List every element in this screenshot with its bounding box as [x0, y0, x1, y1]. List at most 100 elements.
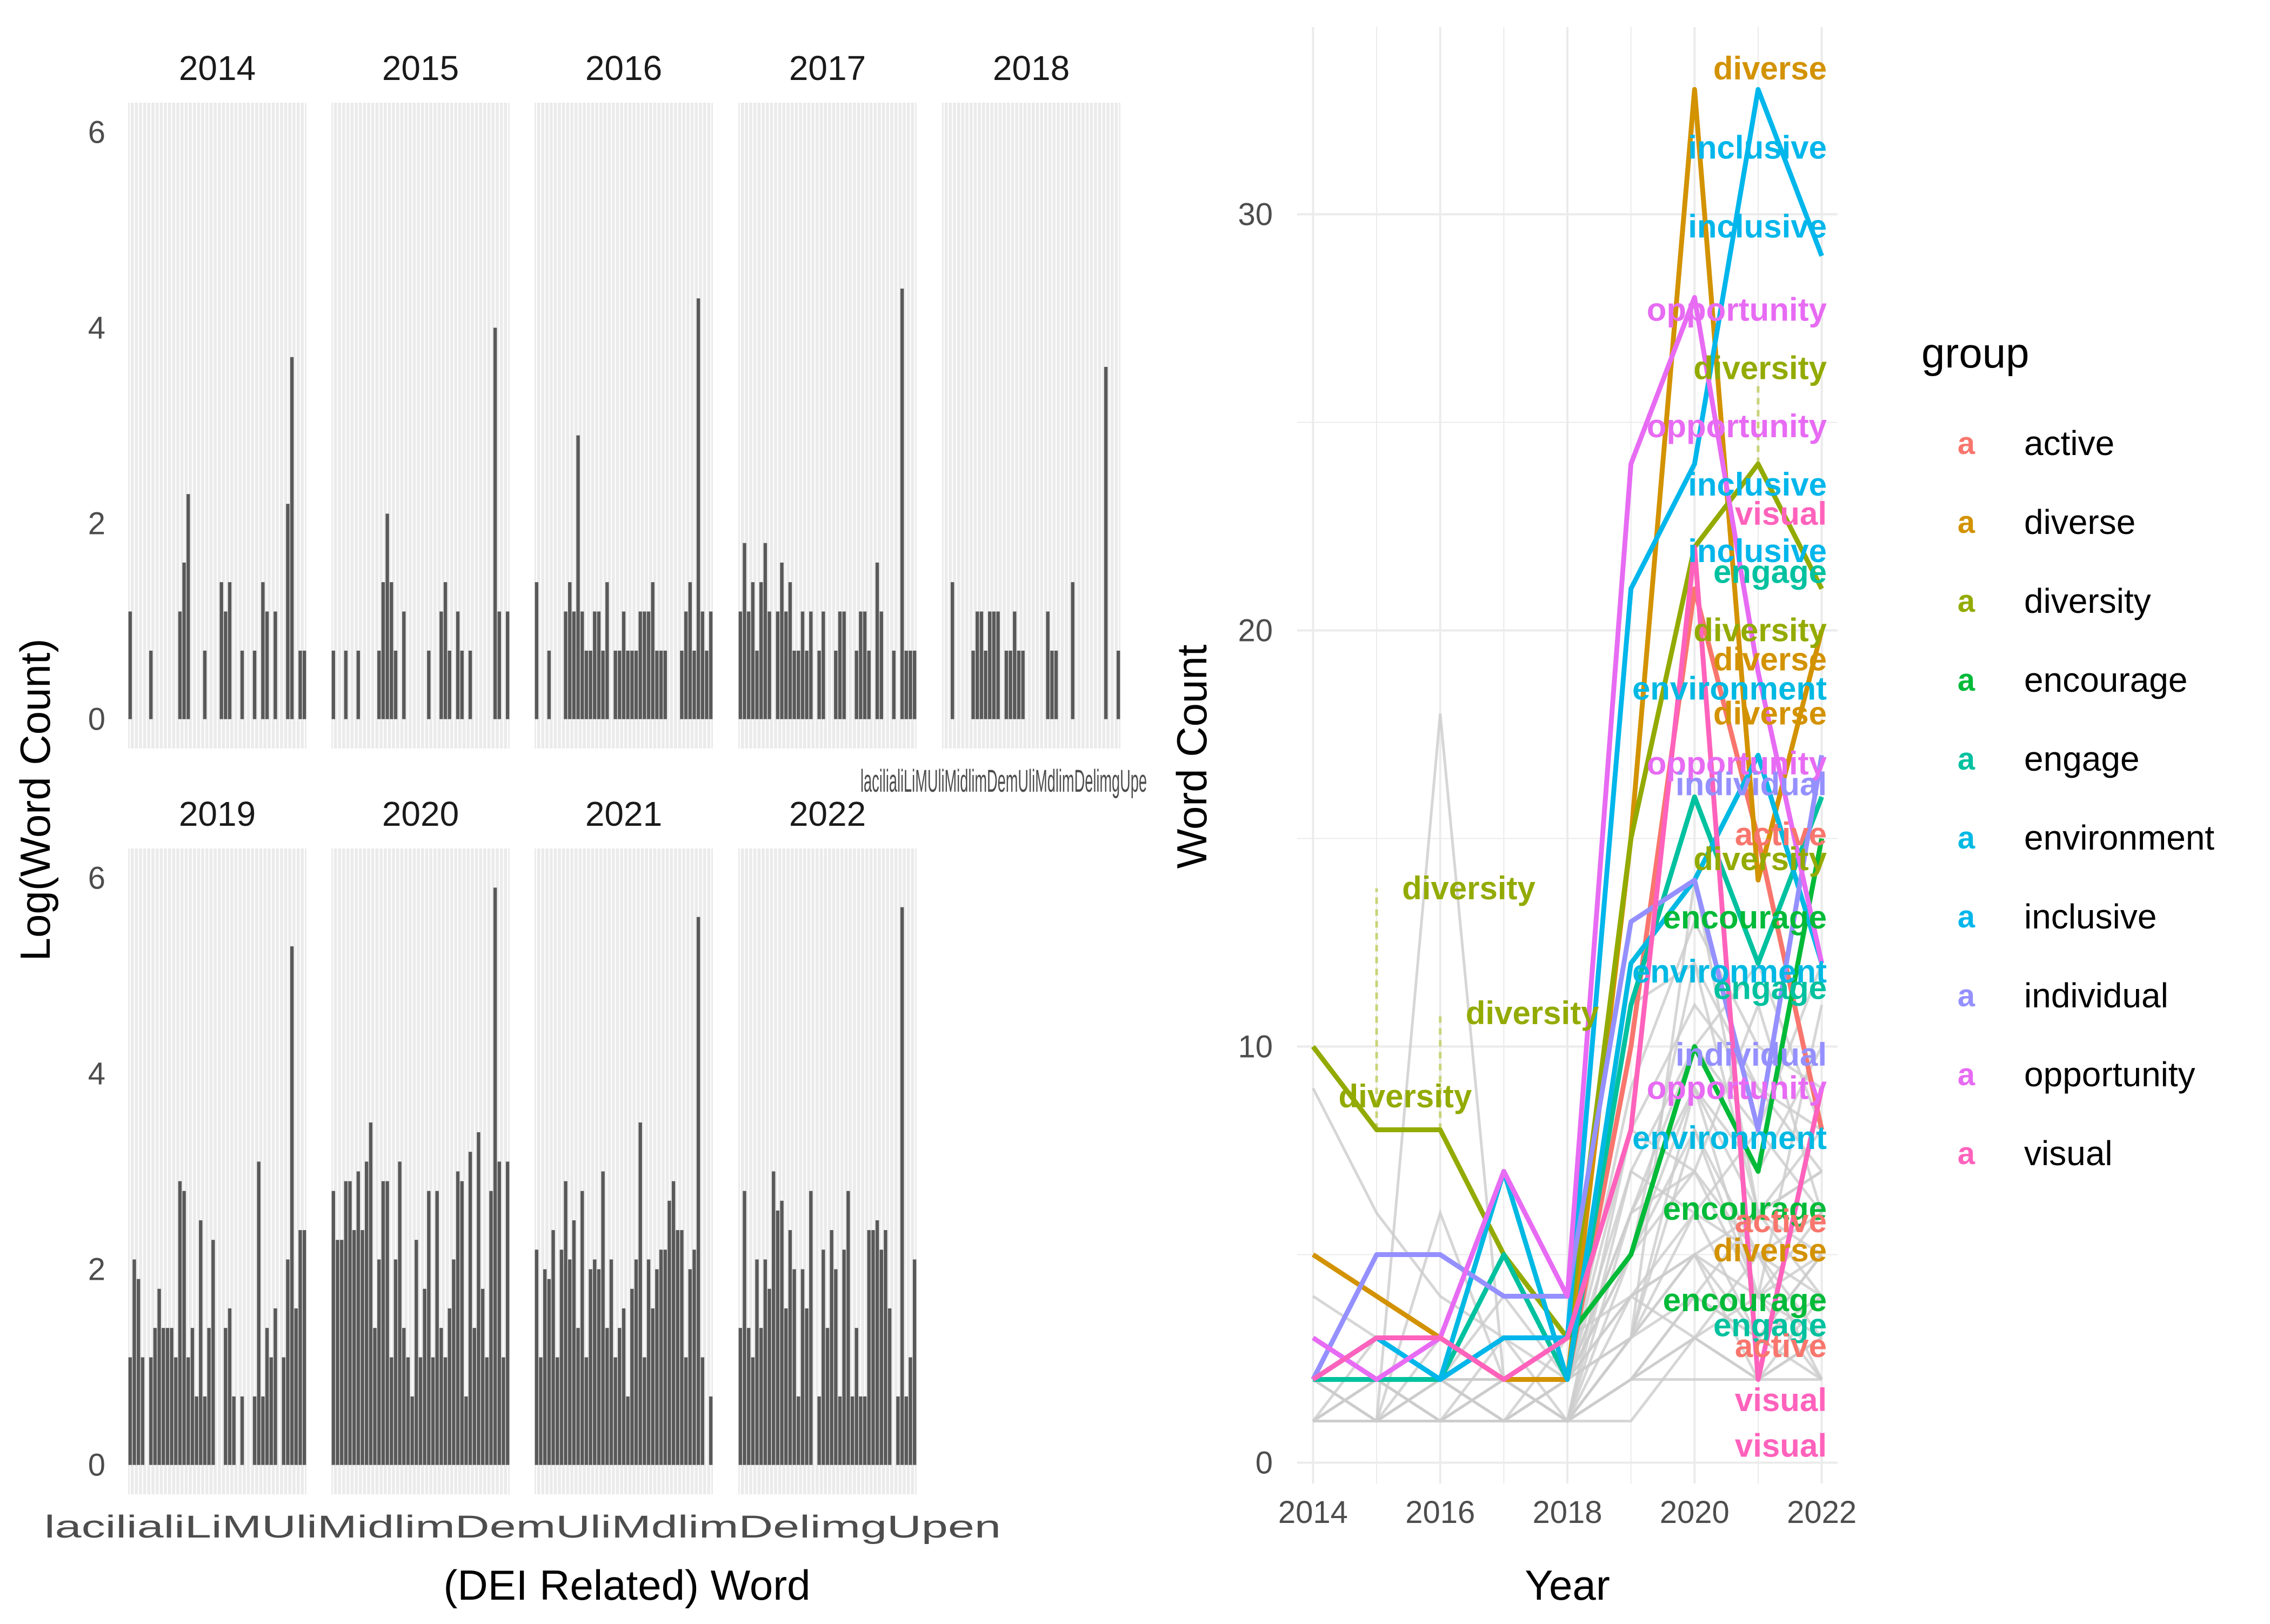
- y-tick-label: 0: [1256, 1446, 1273, 1481]
- legend-key-glyph: a: [1958, 584, 1975, 619]
- bar: [261, 1396, 265, 1465]
- bar: [149, 650, 153, 719]
- bar: [655, 650, 659, 719]
- bar: [294, 1308, 298, 1465]
- legend-item-label: diversity: [2024, 582, 2151, 620]
- series-annotation: opportunity: [1647, 292, 1827, 328]
- bar: [759, 582, 763, 719]
- x-axis-title: (DEI Related) Word: [443, 1561, 810, 1609]
- bar: [663, 650, 667, 719]
- bar: [539, 1357, 543, 1465]
- bar: [584, 1357, 589, 1465]
- bar: [352, 1230, 356, 1465]
- bar: [763, 1259, 767, 1465]
- y-tick-label: 10: [1238, 1030, 1273, 1065]
- bar: [1104, 366, 1108, 719]
- bar: [904, 650, 909, 719]
- bar: [709, 1396, 713, 1465]
- bar: [228, 582, 232, 719]
- series-annotation: inclusive: [1688, 533, 1827, 569]
- bar: [456, 611, 460, 719]
- bar: [547, 650, 551, 719]
- bar: [252, 1396, 257, 1465]
- bar: [535, 1249, 539, 1465]
- bar: [385, 513, 389, 719]
- bar: [838, 611, 842, 719]
- bar: [738, 1328, 743, 1465]
- bar: [780, 562, 784, 719]
- bar: [477, 1132, 480, 1465]
- bar: [984, 650, 987, 719]
- bar: [797, 650, 800, 719]
- bar: [240, 650, 244, 719]
- bar: [493, 887, 497, 1465]
- bar: [817, 650, 821, 719]
- series-annotation: environment: [1632, 1120, 1827, 1156]
- bar: [572, 611, 576, 719]
- bar: [505, 1161, 510, 1465]
- bar: [186, 494, 190, 719]
- bar: [423, 1288, 426, 1465]
- bar: [884, 1230, 887, 1465]
- bar: [879, 1249, 883, 1465]
- bar: [157, 1288, 161, 1465]
- bar: [688, 1269, 692, 1465]
- bar: [655, 1269, 659, 1465]
- bar: [219, 582, 223, 719]
- bar: [128, 611, 132, 719]
- bar: [331, 650, 336, 719]
- bar: [547, 1279, 551, 1465]
- bar: [1017, 650, 1021, 719]
- x-tick-label: 2022: [1787, 1495, 1857, 1530]
- bar: [659, 1249, 663, 1465]
- x-axis-title: Year: [1525, 1561, 1610, 1609]
- bar: [448, 1308, 451, 1465]
- bar: [589, 1269, 592, 1465]
- bar: [207, 1328, 211, 1465]
- bar: [663, 1249, 667, 1465]
- bar: [605, 582, 609, 719]
- bar: [751, 1357, 755, 1465]
- bar: [788, 1230, 792, 1465]
- bar: [551, 1230, 555, 1465]
- bar: [269, 1357, 273, 1465]
- series-annotation: diversity: [1466, 995, 1599, 1031]
- bar: [331, 1191, 336, 1465]
- bar: [667, 1200, 671, 1465]
- bar: [784, 1308, 788, 1465]
- bar: [286, 1259, 290, 1465]
- bar: [398, 1161, 402, 1465]
- bar: [904, 1396, 909, 1465]
- bar: [584, 650, 589, 719]
- bar: [746, 611, 751, 719]
- bar: [132, 1259, 136, 1465]
- bar: [273, 611, 277, 719]
- bar: [601, 650, 605, 719]
- legend-item-label: visual: [2024, 1134, 2113, 1173]
- bar: [298, 650, 302, 719]
- bar: [684, 611, 688, 719]
- series-annotation: diverse: [1713, 50, 1827, 86]
- bar: [497, 1161, 502, 1465]
- bar: [149, 1357, 153, 1465]
- bar: [1013, 611, 1017, 719]
- series-annotation: encourage: [1663, 1191, 1827, 1227]
- legend-key-glyph: a: [1958, 663, 1975, 698]
- bar: [406, 1357, 410, 1465]
- bar: [290, 357, 294, 719]
- bar: [282, 1357, 286, 1465]
- faceted-bar-panel: 2014 2015 2016 2017 2018 2019 2020 2021 2022 0 2 4 6…: [11, 49, 1147, 1609]
- legend-item-label: engage: [2024, 739, 2140, 778]
- bar: [393, 1259, 398, 1465]
- bar: [597, 611, 601, 719]
- bar: [830, 1230, 833, 1465]
- bar: [892, 650, 896, 719]
- series-annotation: engage: [1713, 1307, 1827, 1343]
- bar: [410, 1396, 414, 1465]
- bar: [576, 1328, 580, 1465]
- bar: [1116, 650, 1120, 719]
- bar: [485, 1357, 489, 1465]
- bar: [589, 650, 592, 719]
- bar: [879, 611, 883, 719]
- series-annotation: visual: [1735, 1382, 1827, 1418]
